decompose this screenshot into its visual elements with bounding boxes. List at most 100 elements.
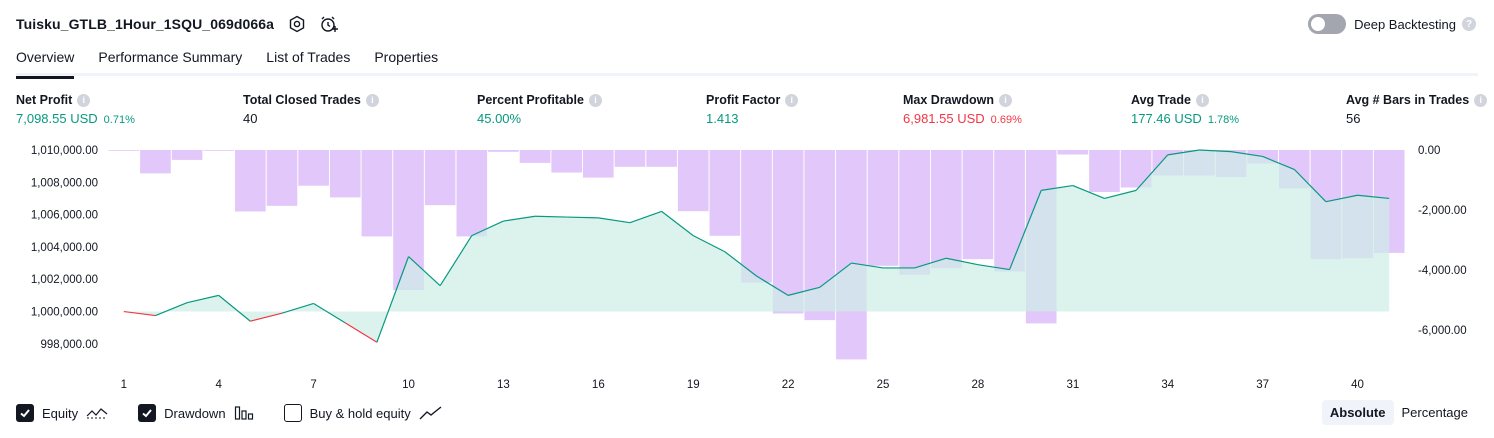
- tab-list-of-trades[interactable]: List of Trades: [266, 49, 351, 65]
- info-icon[interactable]: i: [999, 93, 1012, 107]
- drawdown-bar: [677, 150, 709, 212]
- equity-line-segment: [756, 275, 789, 296]
- equity-line-segment: [218, 294, 251, 322]
- drawdown-checkbox[interactable]: [138, 404, 157, 422]
- drawdown-bar: [519, 150, 551, 163]
- equity-line-segment: [376, 256, 410, 343]
- equity-line-segment: [439, 235, 473, 287]
- equity-line-segment: [1357, 194, 1390, 200]
- equity-line-segment: [344, 322, 378, 343]
- drawdown-bar: [329, 150, 361, 198]
- drawdown-bar: [203, 150, 235, 151]
- metric-profit-factor: Profit Factor i 1.413: [706, 93, 799, 126]
- equity-line-segment: [471, 220, 504, 237]
- strategy-name: Tuisku_GTLB_1Hour_1SQU_069d066a: [16, 16, 275, 32]
- right-axis-tick: -4,000.00: [1418, 265, 1467, 277]
- metric-label: Net Profit i: [16, 93, 135, 107]
- metric-label-text: Profit Factor: [706, 93, 781, 107]
- equity-line-segment: [250, 312, 283, 322]
- metric-label-text: Net Profit: [16, 93, 73, 107]
- equity-line-segment: [1041, 184, 1073, 191]
- x-axis-tick: 4: [216, 379, 223, 391]
- x-axis-tick: 7: [310, 379, 316, 391]
- net-profit-percent: 0.71%: [103, 114, 135, 126]
- equity-line-segment: [851, 262, 884, 269]
- left-axis-tick: 998,000.00: [40, 339, 98, 351]
- metric-value: 40: [243, 111, 258, 126]
- left-axis-tick: 1,010,000.00: [31, 145, 98, 157]
- left-axis-tick: 1,000,000.00: [31, 307, 98, 319]
- equity-line-icon: [86, 405, 108, 421]
- settings-button[interactable]: [286, 13, 308, 35]
- gear-icon: [289, 15, 305, 33]
- metric-label: Avg Trade i: [1131, 93, 1239, 107]
- info-icon[interactable]: i: [1195, 93, 1209, 107]
- equity-line-segment: [503, 215, 536, 222]
- metric-label-text: Avg # Bars in Trades: [1346, 93, 1470, 107]
- legend-equity[interactable]: Equity: [16, 404, 108, 422]
- metric-label: Total Closed Trades i: [243, 93, 379, 107]
- max-drawdown-percent: 0.69%: [990, 114, 1022, 126]
- equity-line-segment: [1230, 151, 1263, 158]
- tab-overview[interactable]: Overview: [16, 46, 75, 79]
- buy-hold-checkbox[interactable]: [283, 404, 302, 422]
- drawdown-bar: [646, 150, 677, 167]
- equity-drawdown-chart[interactable]: 1,010,000.00 1,008,000.00 1,006,000.00 1,00…: [0, 140, 1494, 398]
- x-axis-tick: 34: [1161, 379, 1174, 391]
- metric-label-text: Max Drawdown: [903, 93, 994, 107]
- metric-value: 45.00%: [477, 111, 522, 126]
- left-axis-tick: 1,008,000.00: [31, 177, 98, 189]
- metric-value: 56: [1346, 111, 1361, 126]
- add-alert-button[interactable]: [318, 13, 340, 35]
- equity-checkbox[interactable]: [16, 404, 34, 422]
- drawdown-bar: [1057, 150, 1089, 155]
- metric-label: Percent Profitable i: [477, 93, 602, 107]
- equity-line-segment: [123, 310, 156, 317]
- x-axis-tick: 22: [782, 379, 795, 391]
- metric-max-drawdown: Max Drawdown i 6,981.55 USD 0.69%: [903, 93, 1022, 126]
- equity-line-segment: [692, 235, 726, 253]
- drawdown-bar: [456, 150, 488, 237]
- legend-equity-label: Equity: [42, 405, 79, 421]
- absolute-button[interactable]: Absolute: [1321, 400, 1394, 425]
- drawdown-bar: [108, 150, 140, 151]
- left-axis-tick: 1,004,000.00: [31, 242, 98, 254]
- percentage-button[interactable]: Percentage: [1401, 405, 1469, 420]
- equity-line-segment: [1293, 168, 1327, 203]
- tab-performance-summary[interactable]: Performance Summary: [98, 49, 243, 65]
- toggle-knob: [1311, 17, 1326, 31]
- legend-drawdown[interactable]: Drawdown: [138, 404, 253, 422]
- equity-line-segment: [186, 294, 219, 304]
- info-icon[interactable]: i: [588, 93, 602, 107]
- metric-label: Max Drawdown i: [903, 93, 1022, 107]
- metric-avg-bars: Avg # Bars in Trades i 56: [1346, 93, 1488, 126]
- right-axis-tick: -2,000.00: [1418, 205, 1467, 217]
- right-axis-tick: 0.00: [1418, 145, 1440, 157]
- strategy-header: Tuisku_GTLB_1Hour_1SQU_069d066a: [16, 12, 340, 36]
- deep-backtesting-toggle[interactable]: [1308, 14, 1347, 34]
- legend-buy-hold[interactable]: Buy & hold equity: [283, 404, 443, 422]
- info-icon[interactable]: i: [1474, 93, 1488, 107]
- left-axis-tick: 1,002,000.00: [31, 274, 98, 286]
- equity-line-segment: [1135, 154, 1169, 191]
- drawdown-bar: [930, 150, 962, 269]
- equity-line-segment: [566, 216, 599, 219]
- net-profit-value: 7,098.55 USD: [16, 111, 98, 126]
- metric-value: 177.46 USD 1.78%: [1131, 111, 1239, 126]
- metric-label-text: Total Closed Trades: [243, 93, 361, 107]
- x-axis-tick: 13: [497, 379, 510, 391]
- info-icon[interactable]: i: [365, 93, 379, 107]
- x-axis-tick: 25: [877, 379, 890, 391]
- tab-properties[interactable]: Properties: [374, 49, 439, 65]
- x-axis-tick: 16: [592, 379, 605, 391]
- help-icon[interactable]: ?: [1462, 17, 1476, 31]
- drawdown-bar: [1089, 150, 1120, 192]
- drawdown-bar: [235, 150, 266, 212]
- info-icon[interactable]: i: [785, 93, 799, 107]
- drawdown-bar: [171, 150, 203, 160]
- info-icon[interactable]: i: [77, 93, 91, 107]
- drawdown-bar: [298, 150, 329, 186]
- legend-drawdown-label: Drawdown: [164, 405, 226, 421]
- equity-line-segment: [819, 262, 852, 288]
- metric-percent-profitable: Percent Profitable i 45.00%: [477, 93, 602, 126]
